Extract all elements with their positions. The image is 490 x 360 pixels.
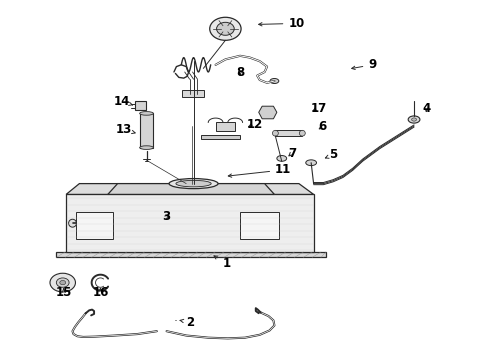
Text: 17: 17 [310, 102, 327, 114]
Ellipse shape [412, 118, 416, 121]
Text: 10: 10 [259, 17, 305, 30]
Text: 9: 9 [352, 58, 376, 71]
Ellipse shape [176, 180, 211, 187]
Ellipse shape [272, 130, 278, 136]
Text: 3: 3 [163, 210, 171, 223]
Text: 16: 16 [92, 286, 109, 299]
Circle shape [217, 22, 234, 35]
Polygon shape [66, 194, 314, 252]
Text: 5: 5 [325, 148, 337, 161]
Ellipse shape [408, 116, 420, 123]
Text: 2: 2 [180, 316, 194, 329]
Text: 7: 7 [288, 147, 296, 159]
Bar [140, 113, 153, 148]
Bar [275, 130, 302, 136]
Text: 8: 8 [236, 66, 244, 78]
Ellipse shape [270, 78, 279, 84]
Polygon shape [56, 252, 326, 257]
Polygon shape [108, 184, 274, 194]
Ellipse shape [277, 156, 287, 161]
Ellipse shape [169, 179, 218, 189]
Polygon shape [66, 184, 314, 194]
Polygon shape [135, 101, 146, 110]
Ellipse shape [69, 219, 76, 227]
Polygon shape [240, 212, 279, 239]
Text: 12: 12 [246, 118, 263, 131]
Text: 13: 13 [115, 123, 135, 136]
Bar [201, 135, 240, 139]
Circle shape [56, 278, 69, 287]
Text: 14: 14 [113, 95, 133, 108]
Circle shape [60, 280, 66, 285]
Circle shape [50, 273, 75, 292]
Circle shape [210, 17, 241, 40]
Ellipse shape [299, 130, 305, 136]
Ellipse shape [140, 112, 153, 115]
Ellipse shape [306, 160, 317, 166]
Polygon shape [259, 106, 277, 119]
Text: 1: 1 [214, 256, 230, 270]
Polygon shape [216, 122, 235, 131]
Ellipse shape [140, 146, 153, 149]
Text: 4: 4 [422, 102, 430, 114]
Polygon shape [76, 212, 113, 239]
Text: 15: 15 [55, 286, 72, 299]
Text: 11: 11 [228, 163, 292, 177]
Bar [182, 90, 204, 97]
Text: 6: 6 [318, 120, 326, 133]
